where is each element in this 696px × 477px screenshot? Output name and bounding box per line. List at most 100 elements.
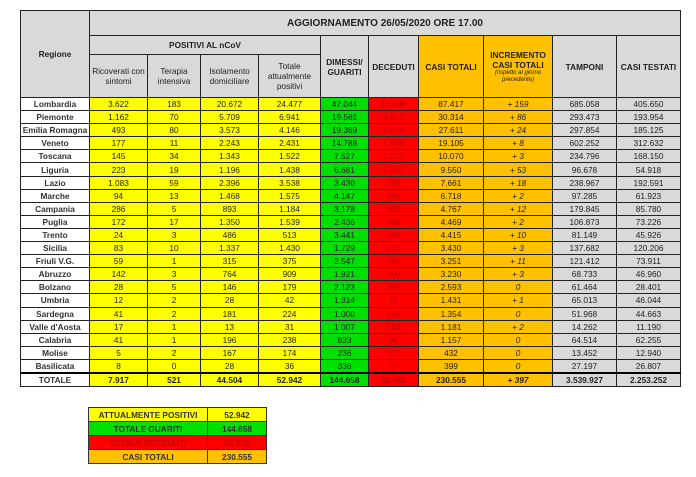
cell-region: Toscana bbox=[20, 149, 90, 164]
table-row: Valle d'Aosta 17 1 13 31 1.007 143 1.181 + 2 14.2… bbox=[20, 319, 681, 334]
cell-casi-testati: 62.255 bbox=[616, 332, 681, 347]
cell-ricoverati: 94 bbox=[89, 188, 148, 203]
table-row: Umbria 12 2 28 42 1.314 75 1.431 + 1 65.013 46.044 bbox=[20, 293, 681, 308]
cell-region: Lazio bbox=[20, 175, 90, 190]
cell-incremento: + 2 bbox=[483, 188, 553, 203]
cell-incremento: + 8 bbox=[483, 136, 553, 151]
cell-incremento: + 2 bbox=[483, 319, 553, 334]
cell-incremento: + 2 bbox=[483, 214, 553, 229]
cell-isolamento: 1.337 bbox=[200, 241, 259, 256]
cell-region: Piemonte bbox=[20, 110, 90, 125]
cell-incremento: 0 bbox=[483, 345, 553, 360]
cell-casi-testati: 192.591 bbox=[616, 175, 681, 190]
table-row: Puglia 172 17 1.350 1.539 2.436 494 4.469 + 2 106… bbox=[20, 214, 681, 229]
summary-value: 230.555 bbox=[207, 449, 267, 464]
cell-totale-positivi: 238 bbox=[258, 332, 321, 347]
cell-totale-positivi: 1.539 bbox=[258, 214, 321, 229]
cell-ricoverati: 8 bbox=[89, 358, 148, 374]
cell-isolamento: 13 bbox=[200, 319, 259, 334]
table-row: Marche 94 13 1.468 1.575 4.147 996 6.718 + 2 97.2… bbox=[20, 188, 681, 203]
cell-casi-totali: 230.555 bbox=[418, 371, 484, 388]
summary-label: ATTUALMENTE POSITIVI bbox=[88, 407, 208, 422]
covid-regional-table: Regione AGGIORNAMENTO 26/05/2020 ORE 17.… bbox=[20, 10, 681, 388]
table-row: Bolzano 28 5 146 179 2.123 291 2.593 0 61.464 28.4… bbox=[20, 280, 681, 295]
cell-tamponi: 96.678 bbox=[552, 162, 617, 177]
header-casi-testati: CASI TESTATI bbox=[616, 35, 681, 98]
cell-totale-positivi: 909 bbox=[258, 267, 321, 282]
cell-casi-testati: 85.780 bbox=[616, 201, 681, 216]
cell-totale-positivi: 179 bbox=[258, 280, 321, 295]
cell-isolamento: 181 bbox=[200, 306, 259, 321]
cell-incremento: + 10 bbox=[483, 227, 553, 243]
cell-terapia: 3 bbox=[147, 267, 201, 282]
cell-deceduti: 32.955 bbox=[368, 371, 419, 388]
cell-guariti: 3.430 bbox=[320, 175, 369, 190]
table-body: Lombardia 3.622 183 20.672 24.477 47.044 15.89… bbox=[20, 96, 681, 388]
cell-isolamento: 764 bbox=[200, 267, 259, 282]
table-row: Sicilia 83 10 1.337 1.430 1.729 271 3.430 + 3 137… bbox=[20, 241, 681, 256]
cell-deceduti: 1.886 bbox=[368, 136, 419, 151]
cell-deceduti: 130 bbox=[368, 306, 419, 321]
cell-ricoverati: 17 bbox=[89, 319, 148, 334]
cell-guariti: 1.000 bbox=[320, 306, 369, 321]
cell-ricoverati: 41 bbox=[89, 332, 148, 347]
cell-guariti: 7.527 bbox=[320, 149, 369, 164]
header-totale-positivi: Totale attualmente positivi bbox=[258, 54, 321, 98]
table-row: Liguria 223 19 1.196 1.438 6.681 1.431 9.550 + 5… bbox=[20, 162, 681, 177]
cell-deceduti: 15.896 bbox=[368, 96, 419, 112]
cell-terapia: 1 bbox=[147, 332, 201, 347]
header-tamponi: TAMPONI bbox=[552, 35, 617, 98]
cell-terapia: 1 bbox=[147, 254, 201, 269]
cell-guariti: 236 bbox=[320, 345, 369, 360]
cell-guariti: 14.788 bbox=[320, 136, 369, 151]
cell-ricoverati: 28 bbox=[89, 280, 148, 295]
table-row: Toscana 145 34 1.343 1.522 7.527 1.021 10.070 + … bbox=[20, 149, 681, 164]
cell-terapia: 2 bbox=[147, 293, 201, 308]
cell-terapia: 2 bbox=[147, 345, 201, 360]
cell-casi-testati: 11.190 bbox=[616, 319, 681, 334]
cell-casi-testati: 120.206 bbox=[616, 241, 681, 256]
cell-incremento: + 86 bbox=[483, 110, 553, 125]
cell-deceduti: 329 bbox=[368, 254, 419, 269]
cell-tamponi: 685.058 bbox=[552, 96, 617, 112]
cell-isolamento: 1.196 bbox=[200, 162, 259, 177]
cell-deceduti: 1.431 bbox=[368, 162, 419, 177]
cell-guariti: 3.178 bbox=[320, 201, 369, 216]
summary-label: TOTALE DECEDUTI bbox=[88, 435, 208, 450]
summary-table: ATTUALMENTE POSITIVI 52.942 TOTALE GUARITI… bbox=[88, 407, 267, 464]
cell-tamponi: 81.149 bbox=[552, 227, 617, 243]
cell-casi-testati: 2.253.252 bbox=[616, 371, 681, 388]
cell-incremento: + 3 bbox=[483, 267, 553, 282]
cell-totale-positivi: 1.575 bbox=[258, 188, 321, 203]
header-dimessi: DIMESSI/ GUARITI bbox=[320, 35, 369, 98]
cell-casi-totali: 1.157 bbox=[418, 332, 484, 347]
cell-isolamento: 486 bbox=[200, 227, 259, 243]
cell-isolamento: 1.468 bbox=[200, 188, 259, 203]
cell-incremento: 0 bbox=[483, 306, 553, 321]
cell-terapia: 13 bbox=[147, 188, 201, 203]
cell-deceduti: 75 bbox=[368, 293, 419, 308]
cell-casi-testati: 312.632 bbox=[616, 136, 681, 151]
cell-totale-positivi: 6.941 bbox=[258, 110, 321, 125]
header-casi-totali: CASI TOTALI bbox=[418, 35, 484, 98]
table-row: Lazio 1.083 59 2.396 3.538 3.430 693 7.661 + 18 2… bbox=[20, 175, 681, 190]
cell-terapia: 521 bbox=[147, 371, 201, 388]
cell-terapia: 17 bbox=[147, 214, 201, 229]
cell-tamponi: 297.854 bbox=[552, 123, 617, 138]
cell-casi-totali: 1.354 bbox=[418, 306, 484, 321]
cell-ricoverati: 5 bbox=[89, 345, 148, 360]
cell-guariti: 823 bbox=[320, 332, 369, 347]
cell-guariti: 2.547 bbox=[320, 254, 369, 269]
cell-casi-totali: 1.181 bbox=[418, 319, 484, 334]
table-row: Sardegna 41 2 181 224 1.000 130 1.354 0 51.968 44.… bbox=[20, 306, 681, 321]
cell-ricoverati: 24 bbox=[89, 227, 148, 243]
update-title: AGGIORNAMENTO 26/05/2020 ORE 17.00 bbox=[89, 10, 681, 36]
cell-guariti: 1.314 bbox=[320, 293, 369, 308]
cell-ricoverati: 177 bbox=[89, 136, 148, 151]
cell-ricoverati: 142 bbox=[89, 267, 148, 282]
cell-region: Lombardia bbox=[20, 96, 90, 112]
cell-incremento: + 397 bbox=[483, 371, 553, 388]
cell-region: Veneto bbox=[20, 136, 90, 151]
cell-deceduti: 143 bbox=[368, 319, 419, 334]
cell-totale-positivi: 4.146 bbox=[258, 123, 321, 138]
